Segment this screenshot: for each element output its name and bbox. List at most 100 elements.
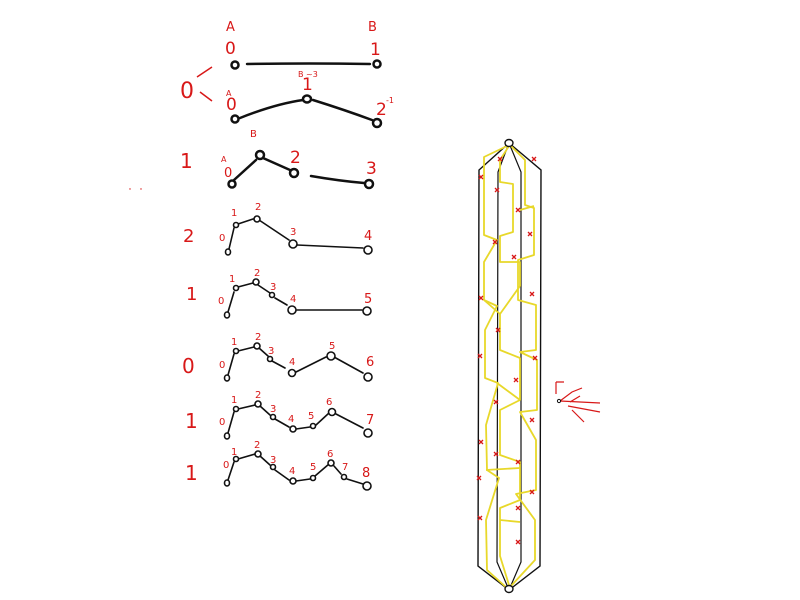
node-label: A — [226, 89, 232, 98]
node-label: 0 — [219, 417, 225, 428]
node-label: 8 — [362, 466, 370, 481]
node — [232, 284, 240, 292]
ladder-marks — [476, 156, 538, 545]
node-label: 3 — [270, 455, 276, 466]
edge — [227, 404, 364, 434]
node — [254, 400, 262, 408]
node — [232, 405, 240, 413]
node — [362, 481, 372, 491]
node — [326, 351, 336, 361]
row-mark: 2 — [183, 226, 194, 247]
node — [232, 347, 240, 355]
edge — [227, 453, 364, 485]
node — [223, 479, 231, 487]
node — [223, 311, 231, 319]
node — [309, 422, 317, 430]
ladder-top-node — [504, 138, 514, 148]
node-label: 5 — [364, 292, 372, 307]
node — [253, 215, 261, 223]
node — [254, 450, 262, 458]
node-label: 4 — [290, 294, 296, 305]
node-label: 5 — [310, 462, 316, 473]
node-label: 3 — [366, 159, 377, 179]
node-label: 7 — [342, 462, 348, 473]
header-label-b: B — [368, 20, 377, 35]
node-label: A — [221, 155, 227, 164]
node — [268, 291, 276, 299]
node-label: 6 — [326, 397, 332, 408]
node-label: 0 — [218, 296, 224, 307]
node — [363, 428, 373, 438]
node — [340, 473, 348, 481]
row-1: 0 1 0 — [180, 39, 382, 104]
node-label: 5 — [308, 411, 314, 422]
node-label: 3 — [270, 404, 276, 415]
node-label: 1 — [231, 208, 237, 219]
node — [266, 355, 274, 363]
node-label: B — [250, 129, 257, 140]
node — [301, 94, 313, 104]
node-label: 1 — [231, 447, 237, 458]
node — [223, 432, 231, 440]
node — [253, 342, 261, 350]
node — [289, 477, 297, 485]
node-label: 4 — [289, 357, 295, 368]
node — [269, 463, 277, 471]
row-5: 0 1 2 3 4 5 1 — [186, 268, 372, 319]
node — [327, 407, 337, 417]
row-7: 0 1 2 3 4 5 6 7 1 — [185, 390, 374, 440]
row-6: 0 1 2 3 4 5 6 0 — [182, 332, 374, 382]
node-label: 2 — [255, 202, 261, 213]
node-label: 1 — [229, 274, 235, 285]
ladder-diagram — [476, 138, 542, 594]
node — [362, 306, 372, 316]
edge — [311, 98, 374, 122]
node — [269, 413, 277, 421]
edge — [232, 158, 258, 182]
node-label: 7 — [366, 413, 374, 428]
edge — [227, 282, 363, 313]
node — [363, 372, 373, 382]
edge — [261, 156, 292, 172]
node — [309, 474, 317, 482]
node-label: 2 — [255, 332, 261, 343]
row-mark: 1 — [185, 409, 198, 433]
node — [230, 114, 240, 124]
node — [254, 149, 266, 161]
node-label: 6 — [366, 355, 374, 370]
node-label: 2 — [376, 100, 387, 120]
node — [289, 425, 297, 433]
row-8: 0 1 2 3 4 5 6 7 8 1 — [185, 440, 372, 491]
node — [287, 305, 297, 315]
node — [224, 248, 232, 256]
row-mark: 1 — [180, 149, 193, 173]
node-label: 6 — [327, 449, 333, 460]
node-label: 1 — [370, 40, 381, 60]
node-label: 1 — [231, 395, 237, 406]
node-label: 2 — [254, 268, 260, 279]
row-3: B A 0 2 3 1 — [180, 129, 377, 190]
node-label: 2 — [254, 440, 260, 451]
node-label: 4 — [288, 414, 294, 425]
fork-node — [556, 398, 562, 404]
bracket — [196, 66, 213, 102]
row-4: 0 1 2 3 4 2 — [183, 202, 373, 256]
node — [223, 374, 231, 382]
node — [363, 245, 373, 255]
row-mark: 1 — [186, 284, 197, 305]
node — [287, 368, 297, 378]
edge — [238, 98, 305, 120]
node-label: 4 — [364, 229, 372, 244]
node — [230, 60, 240, 70]
node-label: 0 — [219, 233, 225, 244]
node-label: 1 — [302, 75, 313, 95]
node-label: 5 — [329, 341, 335, 352]
node — [372, 59, 382, 69]
node-label: 4 — [289, 466, 295, 477]
node-label: 0 — [225, 39, 236, 59]
header-label-a: A — [226, 20, 235, 35]
fork-sketch — [555, 381, 601, 423]
ladder-bottom-node — [504, 584, 514, 594]
node — [288, 167, 300, 179]
node-label: -1 — [386, 96, 394, 105]
